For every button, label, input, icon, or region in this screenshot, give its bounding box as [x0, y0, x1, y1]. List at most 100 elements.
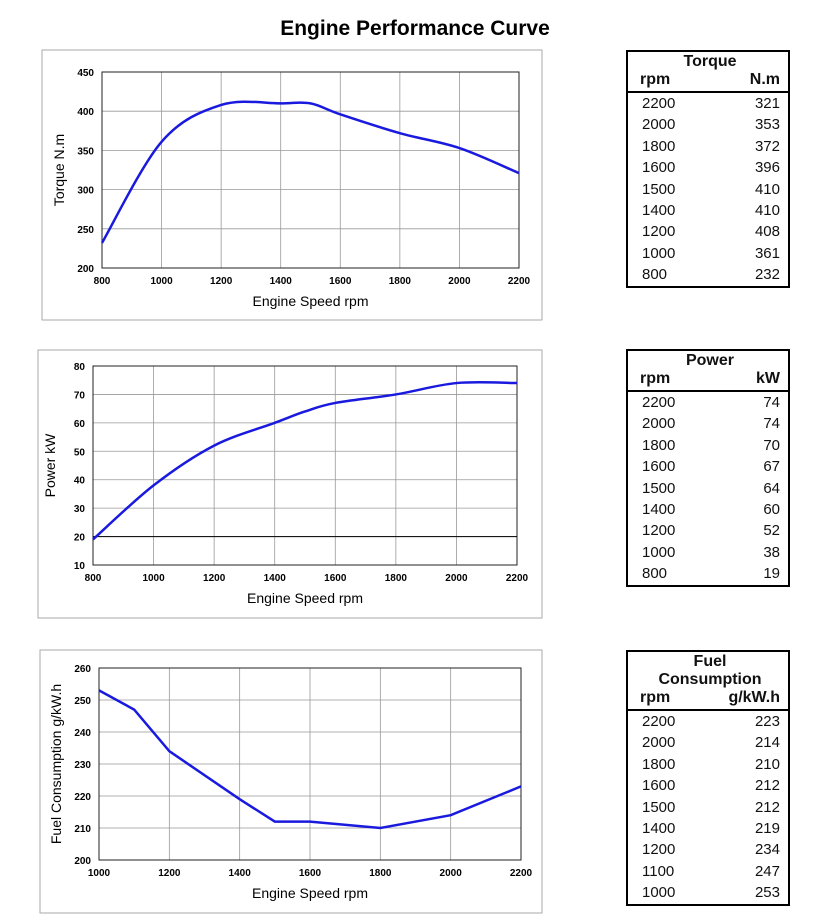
x-tick-label: 2200: [506, 573, 529, 584]
y-tick-label: 60: [74, 419, 86, 430]
y-tick-label: 50: [74, 447, 86, 458]
table-row: 2000 74: [628, 413, 788, 434]
table-row: 1200 52: [628, 520, 788, 541]
rpm-cell: 1000: [642, 543, 676, 561]
table-row: 2200 74: [628, 392, 788, 413]
rpm-cell: 2000: [642, 116, 676, 134]
table-row: 2200 223: [628, 711, 788, 732]
y-axis-label: Torque N.m: [51, 134, 67, 206]
rpm-cell: 1500: [642, 180, 676, 198]
rpm-cell: 1400: [642, 201, 676, 219]
rpm-cell: 2200: [642, 95, 676, 112]
x-axis-label: Engine Speed rpm: [247, 590, 363, 606]
value-cell: 410: [754, 201, 780, 219]
x-tick-label: 2000: [440, 868, 463, 879]
y-tick-label: 200: [74, 856, 91, 867]
table-row: 1000 38: [628, 542, 788, 563]
value-cell: 219: [754, 819, 780, 837]
torque-table: Torque rpm N.m 2200 321 2000 353 1800 372 1600 3…: [626, 50, 790, 288]
y-tick-label: 200: [77, 264, 94, 275]
value-cell: 74: [763, 415, 780, 433]
y-tick-label: 450: [77, 68, 94, 79]
table-row: 1400 219: [628, 818, 788, 839]
value-cell: 64: [763, 479, 780, 497]
value-cell: 247: [754, 862, 780, 880]
value-cell: 234: [754, 841, 780, 859]
value-cell: 210: [754, 755, 780, 773]
table-row: 1500 64: [628, 478, 788, 499]
table-row: 1500 212: [628, 797, 788, 818]
plot-area: [98, 667, 522, 861]
fuel-table: Fuel Consumption rpm g/kW.h 2200 223 2000 21…: [626, 650, 790, 906]
rpm-cell: 1000: [642, 884, 676, 902]
col-header: rpm: [640, 71, 671, 88]
value-cell: 223: [754, 713, 780, 730]
table-title: Torque: [683, 53, 737, 70]
chart-frame: [41, 49, 543, 321]
table-title: Fuel Consumption: [658, 653, 762, 688]
x-tick-label: 800: [85, 573, 102, 584]
y-tick-label: 30: [74, 504, 86, 515]
y-tick-label: 220: [74, 792, 91, 803]
rpm-cell: 1200: [642, 841, 676, 859]
col-header: g/kW.h: [728, 689, 780, 706]
rpm-cell: 1100: [642, 862, 675, 880]
table-row: 1000 361: [628, 243, 788, 264]
value-cell: 410: [754, 180, 780, 198]
chart-frame: [39, 649, 543, 914]
value-cell: 321: [754, 95, 780, 112]
table-row: 2000 353: [628, 114, 788, 135]
value-cell: 70: [763, 436, 780, 454]
rpm-cell: 1800: [642, 436, 676, 454]
x-tick-label: 1800: [389, 276, 412, 287]
power-table: Power rpm kW 2200 74 2000 74 1800 70 1600 67 1500…: [626, 349, 790, 587]
value-cell: 361: [754, 244, 780, 262]
table-row: 1600 67: [628, 456, 788, 477]
col-header: kW: [756, 370, 780, 387]
col-header: N.m: [749, 71, 780, 88]
y-tick-label: 230: [74, 760, 91, 771]
col-header: rpm: [640, 370, 671, 387]
rpm-cell: 2200: [642, 713, 676, 730]
rpm-cell: 1800: [642, 137, 676, 155]
value-cell: 232: [754, 266, 780, 284]
y-tick-label: 80: [74, 362, 86, 373]
x-tick-label: 1200: [158, 868, 181, 879]
rpm-cell: 1400: [642, 819, 676, 837]
rpm-cell: 1500: [642, 479, 676, 497]
y-tick-label: 260: [74, 664, 91, 675]
table-row: 1500 410: [628, 179, 788, 200]
x-tick-label: 1400: [229, 868, 252, 879]
table-row: 1600 396: [628, 157, 788, 178]
value-cell: 60: [763, 500, 780, 518]
y-tick-label: 20: [74, 533, 86, 544]
x-tick-label: 2200: [508, 276, 531, 287]
value-cell: 253: [754, 884, 780, 902]
y-tick-label: 350: [77, 146, 94, 157]
data-curve: [100, 100, 520, 244]
x-tick-label: 2000: [448, 276, 471, 287]
value-cell: 214: [754, 734, 780, 752]
table-row: 1000 253: [628, 882, 788, 903]
table-title: Power: [685, 352, 734, 369]
y-tick-label: 400: [77, 107, 94, 118]
y-tick-label: 70: [74, 390, 86, 401]
x-tick-label: 2000: [445, 573, 468, 584]
table-row: 800 232: [628, 264, 788, 285]
rpm-cell: 1600: [642, 458, 676, 476]
table-row: 800 19: [628, 563, 788, 584]
page-title: Engine Performance Curve: [280, 17, 550, 40]
y-tick-label: 300: [77, 186, 94, 197]
table-row: 1200 408: [628, 221, 788, 242]
x-tick-label: 2200: [510, 868, 533, 879]
chart-frame: [37, 349, 543, 619]
rpm-cell: 1000: [642, 244, 676, 262]
rpm-cell: 1400: [642, 500, 676, 518]
table-row: 2200 321: [628, 93, 788, 114]
x-tick-label: 1600: [324, 573, 347, 584]
plot-area: [101, 71, 520, 269]
x-tick-label: 1000: [150, 276, 173, 287]
table-row: 2000 214: [628, 732, 788, 753]
y-tick-label: 240: [74, 728, 91, 739]
